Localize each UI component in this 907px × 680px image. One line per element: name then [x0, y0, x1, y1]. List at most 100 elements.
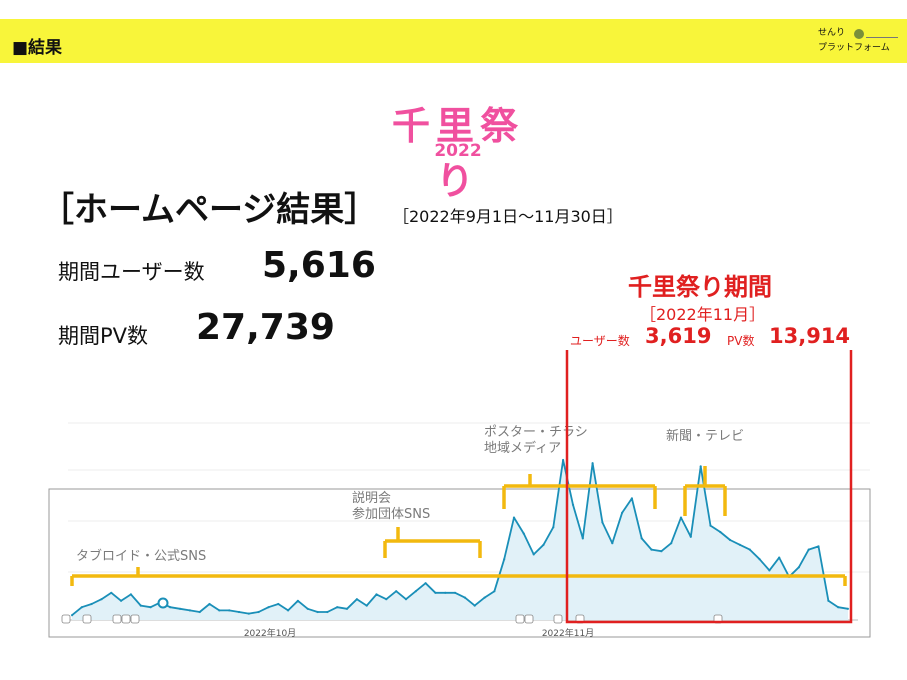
data-point — [110, 591, 113, 594]
data-point — [522, 532, 525, 535]
data-point — [532, 553, 535, 556]
header-band — [0, 19, 907, 63]
series-line — [71, 459, 849, 616]
data-point — [404, 598, 408, 601]
data-point — [679, 516, 683, 519]
x-tick-label: 2022年11月 — [542, 627, 594, 639]
axis-annotation-marker — [524, 614, 534, 624]
data-point — [385, 598, 388, 601]
data-point — [483, 596, 486, 599]
data-point — [188, 609, 191, 612]
data-point — [571, 503, 575, 506]
data-point — [699, 465, 702, 468]
data-point — [827, 599, 830, 602]
axis-annotation-marker — [61, 614, 71, 624]
festival-users-label: ユーザー数 — [570, 334, 630, 348]
data-point — [552, 526, 555, 529]
festival-logo: 千里祭り — [391, 104, 524, 203]
data-point — [670, 542, 673, 545]
axis-annotation-marker — [553, 614, 563, 624]
data-point — [473, 604, 476, 607]
data-point — [729, 538, 732, 542]
axis-annotation-marker — [121, 614, 131, 624]
axis-annotation-marker — [130, 614, 140, 624]
data-point — [395, 590, 398, 593]
data-point — [365, 604, 368, 607]
chart-annotation: 参加団体SNS — [352, 506, 430, 522]
data-point — [630, 497, 634, 500]
data-point — [601, 521, 604, 524]
page-title: ［ホームページ結果］ — [40, 190, 379, 230]
data-point — [149, 606, 152, 609]
data-point — [454, 591, 457, 594]
chart-frame — [48, 488, 871, 638]
data-point — [542, 543, 545, 546]
data-point — [817, 545, 820, 548]
data-point — [345, 607, 349, 610]
data-point — [169, 606, 172, 609]
data-point — [463, 596, 466, 599]
data-point — [621, 511, 624, 514]
data-point — [846, 607, 850, 610]
data-point — [267, 606, 270, 609]
brand-line2: プラットフォーム — [818, 43, 890, 53]
data-point — [837, 606, 840, 609]
brand-rule — [866, 37, 898, 38]
data-point — [650, 548, 653, 551]
data-point — [414, 590, 417, 593]
data-point — [503, 558, 506, 561]
pv-value: 27,739 — [196, 307, 335, 348]
data-point — [562, 458, 565, 462]
festival-pv-label: PV数 — [727, 334, 755, 348]
data-point — [493, 590, 496, 593]
data-point — [778, 556, 781, 559]
data-point — [80, 606, 83, 609]
data-point — [296, 599, 299, 602]
data-point — [287, 609, 290, 612]
data-point — [640, 537, 643, 540]
data-point — [120, 599, 123, 602]
data-point — [139, 604, 142, 607]
chart-annotation: 新聞・テレビ — [666, 428, 744, 444]
x-tick-label: 2022年10月 — [244, 627, 296, 639]
data-point — [218, 609, 221, 612]
chart-annotation: ポスター・チラシ — [484, 425, 588, 440]
selected-point-marker — [157, 597, 169, 609]
data-point — [257, 610, 260, 614]
data-point — [70, 614, 74, 617]
festival-title: 千里祭り期間 — [628, 273, 772, 301]
data-point — [277, 602, 280, 606]
chart-annotation: タブロイド・公式SNS — [76, 548, 206, 564]
data-point — [709, 524, 712, 527]
axis-annotation-marker — [82, 614, 92, 624]
data-point — [738, 543, 742, 546]
data-point — [375, 593, 378, 596]
data-point — [434, 591, 437, 594]
festival-period: ［2022年11月］ — [640, 305, 766, 324]
data-point — [797, 566, 801, 569]
data-point — [208, 602, 211, 606]
data-point — [306, 607, 309, 610]
data-point — [611, 542, 614, 545]
festival-users-value: 3,619 — [645, 324, 712, 348]
axis-annotation-marker — [112, 614, 122, 624]
data-point — [660, 550, 663, 553]
data-point — [179, 607, 182, 610]
festival-logo-year: 2022 — [434, 141, 482, 161]
data-point — [444, 591, 447, 594]
data-point — [100, 598, 103, 601]
data-point — [581, 537, 584, 540]
data-point — [129, 593, 132, 596]
brand-line1: せんり — [818, 28, 846, 38]
brand-logo: せんり プラットフォーム — [818, 26, 904, 58]
pv-label: 期間PV数 — [58, 324, 149, 348]
festival-period-box — [565, 350, 853, 624]
users-label: 期間ユーザー数 — [58, 260, 205, 284]
data-point — [247, 612, 250, 615]
data-point — [512, 516, 516, 519]
data-point — [355, 598, 358, 601]
data-point — [689, 535, 692, 538]
section-title: ■結果 — [12, 38, 63, 58]
data-point — [758, 558, 761, 561]
